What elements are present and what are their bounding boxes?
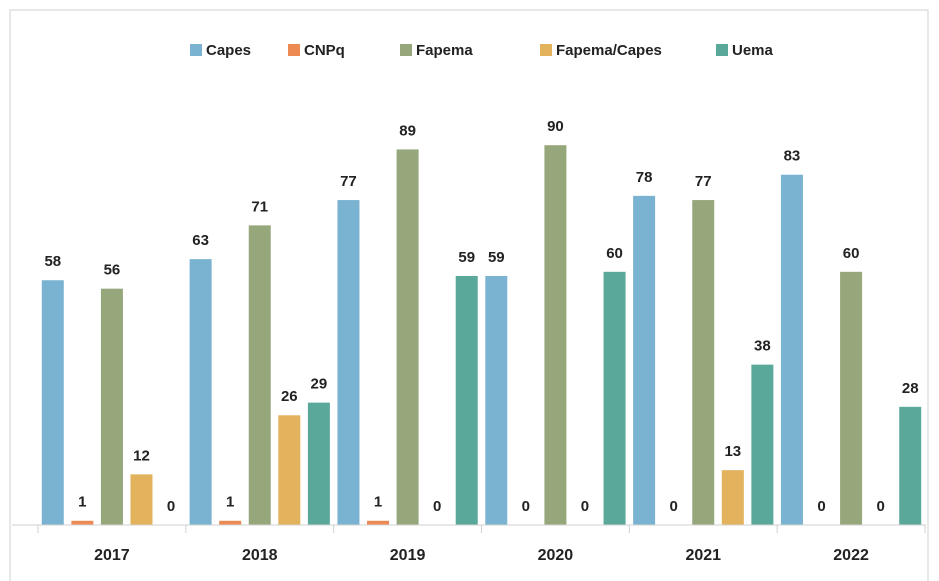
data-label: 83 [784,148,801,165]
data-label: 63 [192,232,209,249]
data-label: 78 [636,169,653,186]
data-label: 60 [843,245,860,262]
bar [100,288,123,525]
bar [307,402,330,525]
data-label: 1 [374,494,382,511]
x-tick-label: 2017 [94,547,130,564]
x-tick-label: 2021 [685,547,721,564]
data-label: 58 [44,253,61,270]
data-label: 29 [311,376,328,393]
legend-label: Fapema/Capes [556,42,662,59]
legend-swatch [716,44,728,56]
bar [692,200,715,525]
legend-label: Uema [732,42,774,59]
data-label: 77 [695,173,712,190]
legend-swatch [288,44,300,56]
data-label: 1 [78,494,86,511]
bar [751,364,774,525]
data-label: 0 [876,498,884,515]
data-label: 1 [226,494,234,511]
legend-swatch [540,44,552,56]
legend-swatch [400,44,412,56]
bar [603,271,626,525]
legend-label: Capes [206,42,251,59]
bar [367,520,390,525]
data-label: 60 [606,245,623,262]
data-label: 12 [133,447,150,464]
bar [485,276,508,525]
data-label: 89 [399,122,416,139]
bar [544,145,567,525]
data-label: 0 [670,498,678,515]
data-label: 26 [281,388,298,405]
data-label: 90 [547,118,564,135]
bar [41,280,64,525]
bar [396,149,419,526]
data-label: 0 [167,498,175,515]
bar [278,415,301,525]
x-tick-label: 2022 [833,547,869,564]
bar [71,520,94,525]
data-label: 38 [754,338,771,355]
data-label: 0 [522,498,530,515]
x-tick-label: 2020 [538,547,574,564]
bar [337,200,360,525]
bar [189,259,212,525]
data-label: 59 [458,249,475,266]
data-label: 0 [581,498,589,515]
data-label: 0 [817,498,825,515]
bar [130,474,153,525]
bar [721,470,744,525]
bar [455,276,478,525]
x-tick-label: 2018 [242,547,278,564]
data-label: 56 [104,262,121,279]
bar [840,271,863,525]
bar [219,520,242,525]
data-label: 0 [433,498,441,515]
legend-label: Fapema [416,42,473,59]
bar [248,225,271,525]
bar [780,174,803,526]
data-label: 71 [251,198,268,215]
data-label: 77 [340,173,357,190]
data-label: 59 [488,249,505,266]
bar [633,195,656,525]
data-label: 28 [902,380,919,397]
data-label: 13 [724,443,741,460]
bar [899,406,922,525]
legend-label: CNPq [304,42,345,59]
x-tick-label: 2019 [390,547,426,564]
legend-swatch [190,44,202,56]
